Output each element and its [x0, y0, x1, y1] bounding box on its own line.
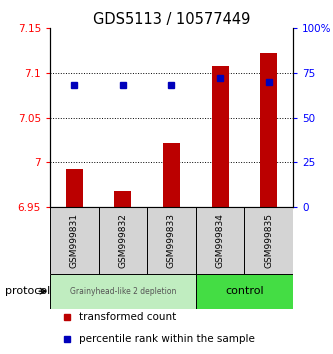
Text: GSM999835: GSM999835 [264, 213, 273, 268]
Text: protocol: protocol [5, 286, 50, 296]
Bar [114, 191, 132, 207]
Text: GSM999832: GSM999832 [118, 213, 128, 268]
Text: GSM999833: GSM999833 [167, 213, 176, 268]
Bar [244, 207, 293, 274]
Bar [211, 66, 229, 207]
Bar [163, 143, 180, 207]
Bar [50, 274, 196, 309]
Title: GDS5113 / 10577449: GDS5113 / 10577449 [93, 12, 250, 27]
Bar [260, 53, 277, 207]
Text: GSM999831: GSM999831 [70, 213, 79, 268]
Text: GSM999834: GSM999834 [215, 213, 225, 268]
Bar [66, 169, 83, 207]
Bar [196, 207, 244, 274]
Text: control: control [225, 286, 264, 296]
Bar [50, 207, 99, 274]
Bar [147, 207, 196, 274]
Bar [196, 274, 293, 309]
Text: Grainyhead-like 2 depletion: Grainyhead-like 2 depletion [70, 287, 176, 296]
Text: transformed count: transformed count [79, 312, 176, 322]
Bar [99, 207, 147, 274]
Text: percentile rank within the sample: percentile rank within the sample [79, 333, 255, 343]
